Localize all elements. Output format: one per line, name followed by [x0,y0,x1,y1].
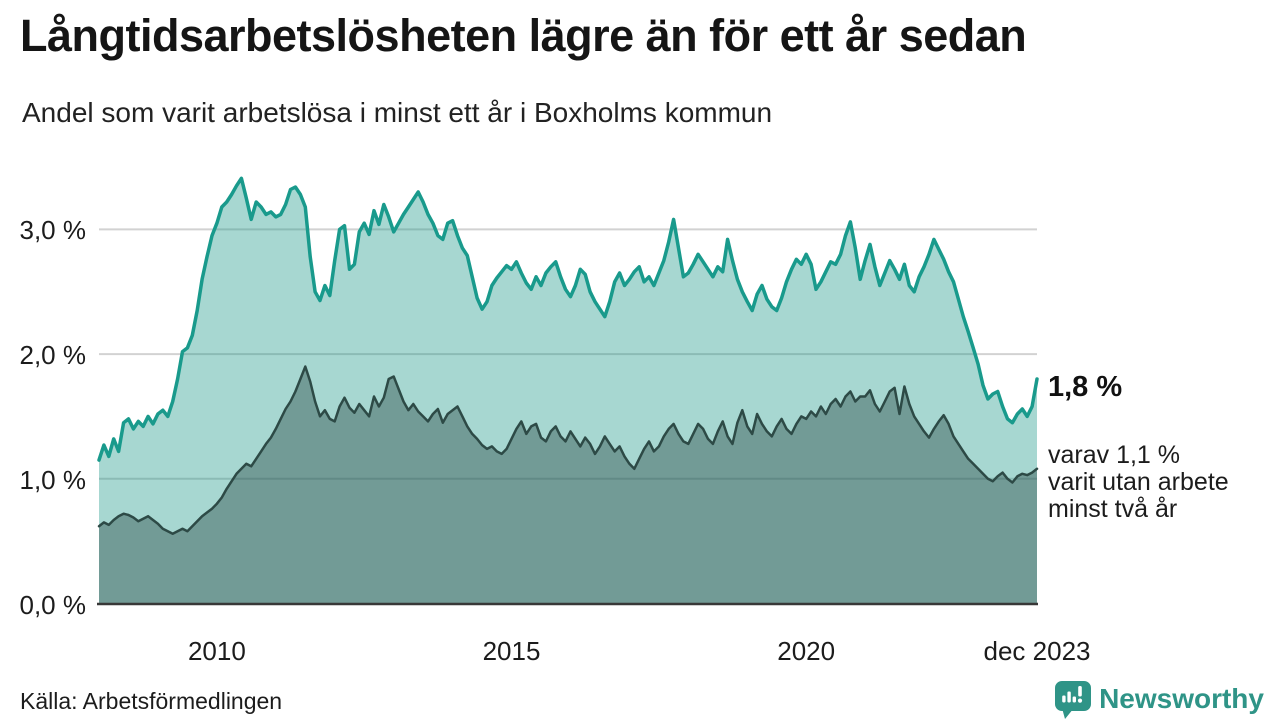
y-tick-label: 1,0 % [19,464,87,495]
gridlines [99,228,1037,480]
page-title: Långtidsarbetslösheten lägre än för ett … [20,10,1027,61]
secondary-annotation: varav 1,1 % varit utan arbete minst två år [1048,442,1229,523]
annotation-line: varav 1,1 % [1048,441,1181,469]
annotation-line: minst två år [1048,495,1178,523]
x-tick-label: 2010 [187,636,246,666]
series-line-minst-ett-ar [97,176,1039,462]
x-tick-label: 2015 [482,636,541,666]
annotation-line: varit utan arbete [1048,468,1229,496]
newsworthy-icon [1055,681,1092,719]
y-tick-label: 3,0 % [19,215,87,246]
series-line-minst-tva-ar [97,365,1039,535]
latest-value-annotation: 1,8 % [1048,371,1123,403]
brand-logo: Newsworthy [1055,681,1264,719]
chart-subtitle: Andel som varit arbetslösa i minst ett å… [22,97,773,128]
source-caption: Källa: Arbetsförmedlingen [20,688,283,714]
series-area-minst-tva-ar [99,366,1037,604]
x-tick-label: 2020 [777,636,836,666]
series-area-minst-ett-ar [99,178,1037,604]
y-tick-label: 2,0 % [19,340,87,371]
x-tick-label: dec 2023 [983,636,1091,666]
brand-name: Newsworthy [1099,683,1264,714]
y-tick-label: 0,0 % [19,589,87,620]
